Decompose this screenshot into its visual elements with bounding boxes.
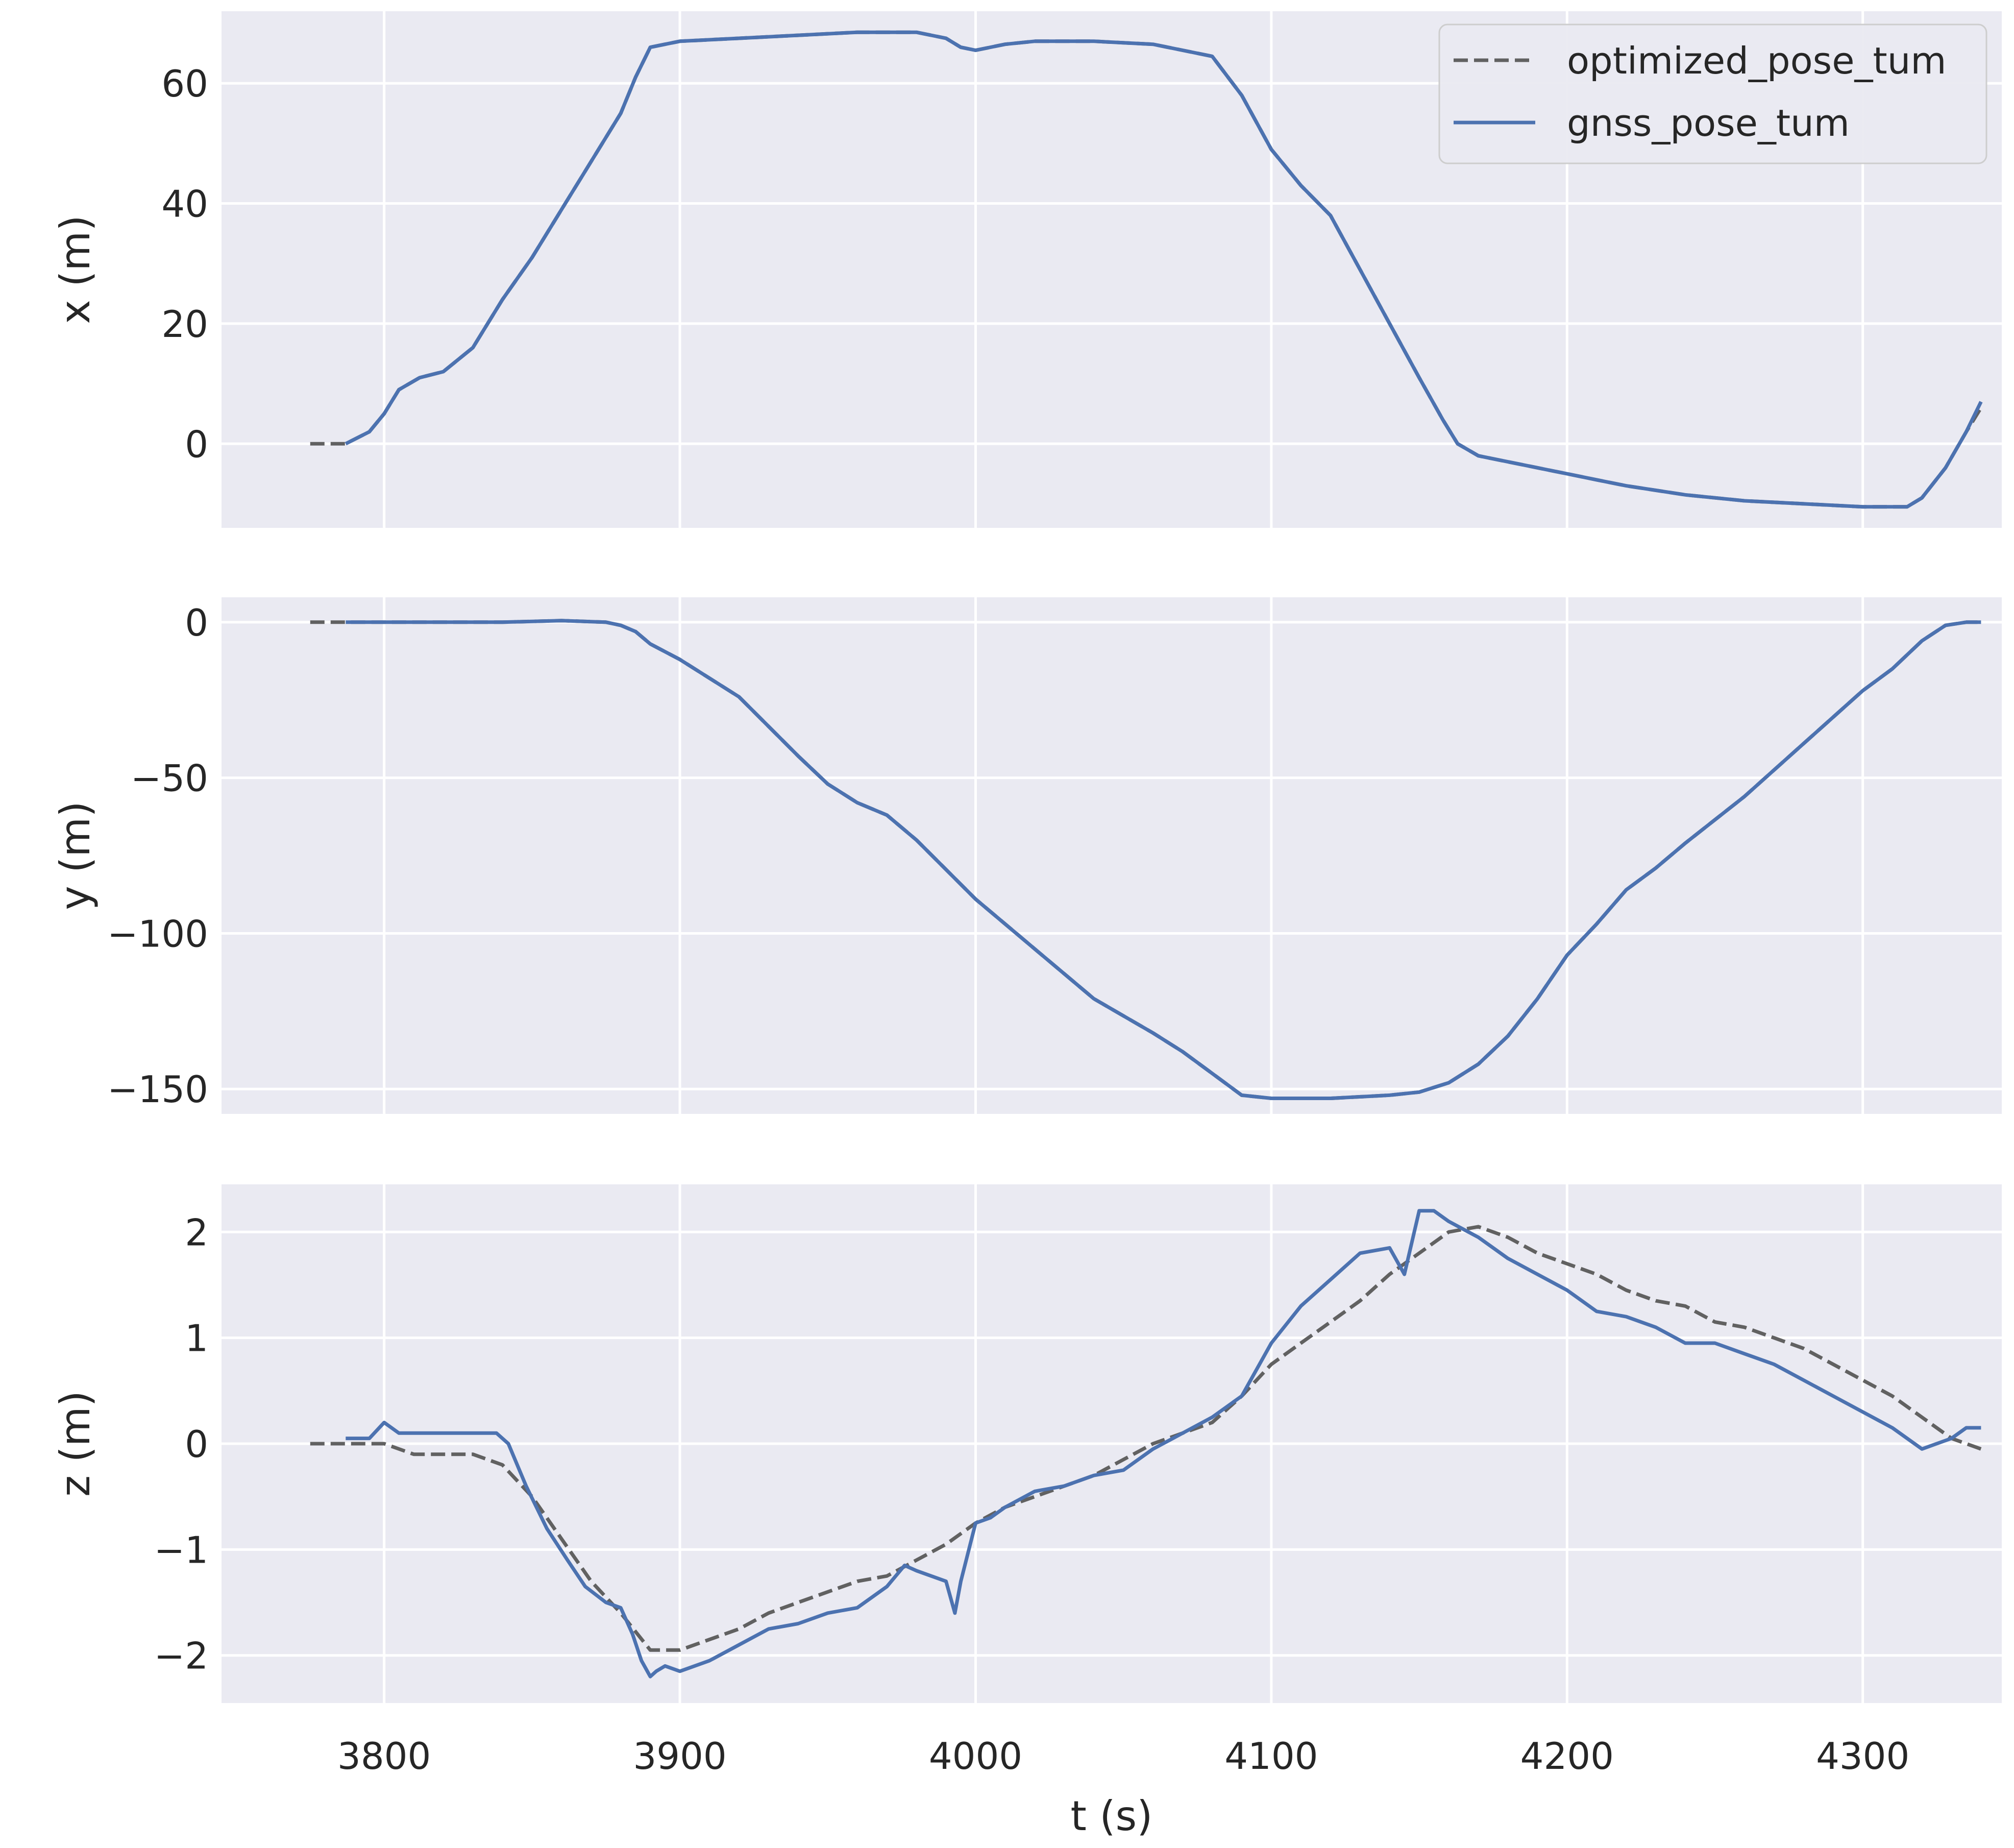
- y-tick-label: −50: [131, 757, 208, 800]
- x-tick-label: 4200: [1520, 1735, 1614, 1778]
- y-tick-label: 0: [185, 423, 208, 466]
- panel-2: 2 1 0 −1 −2 z (m): [52, 1184, 2002, 1703]
- y-tick-label: 40: [161, 183, 208, 226]
- y-tick-label: −150: [107, 1068, 208, 1111]
- legend-label: optimized_pose_tum: [1567, 39, 1946, 82]
- legend: optimized_pose_tum gnss_pose_tum: [1438, 23, 1987, 164]
- y-tick-label: −2: [154, 1635, 208, 1677]
- x-tick-label: 4100: [1224, 1735, 1318, 1778]
- legend-frame: [1438, 23, 1987, 164]
- plot-area: [222, 597, 2002, 1114]
- y-axis-label: x (m): [52, 215, 99, 324]
- series-line-gnss-pose-tum: [345, 30, 1983, 509]
- y-tick-label: 1: [185, 1317, 208, 1360]
- y-tick-label: 0: [185, 1423, 208, 1466]
- x-tick-label: 4300: [1816, 1735, 1909, 1778]
- x-axis-label: t (s): [1071, 1792, 1153, 1840]
- y-axis-label: z (m): [52, 1391, 99, 1497]
- chart-panels: 0 20 40 60 x (m) 0 −50 −100 −150 y (m) 2 1 0 −1 −2 z (m…: [52, 11, 2002, 1703]
- x-tick-label: 3800: [337, 1735, 431, 1778]
- series-line-gnss-pose-tum: [346, 619, 1981, 1100]
- y-tick-label: 60: [161, 62, 208, 105]
- y-tick-label: −100: [107, 912, 208, 955]
- y-tick-label: 20: [161, 303, 208, 346]
- y-tick-label: −1: [154, 1528, 208, 1571]
- y-tick-label: 2: [185, 1211, 208, 1254]
- y-tick-label: 0: [185, 601, 208, 644]
- x-tick-label: 4000: [929, 1735, 1022, 1778]
- series-line-gnss-pose-tum: [346, 1209, 1981, 1679]
- legend-label: gnss_pose_tum: [1567, 102, 1850, 144]
- shared-x-axis: 3800 3900 4000 4100 4200 4300 t (s): [337, 1735, 1909, 1840]
- panel-1: 0 −50 −100 −150 y (m): [52, 597, 2002, 1114]
- x-tick-label: 3900: [633, 1735, 726, 1778]
- y-axis-label: y (m): [52, 801, 99, 910]
- series-line-optimized-pose-tum: [310, 1225, 1982, 1652]
